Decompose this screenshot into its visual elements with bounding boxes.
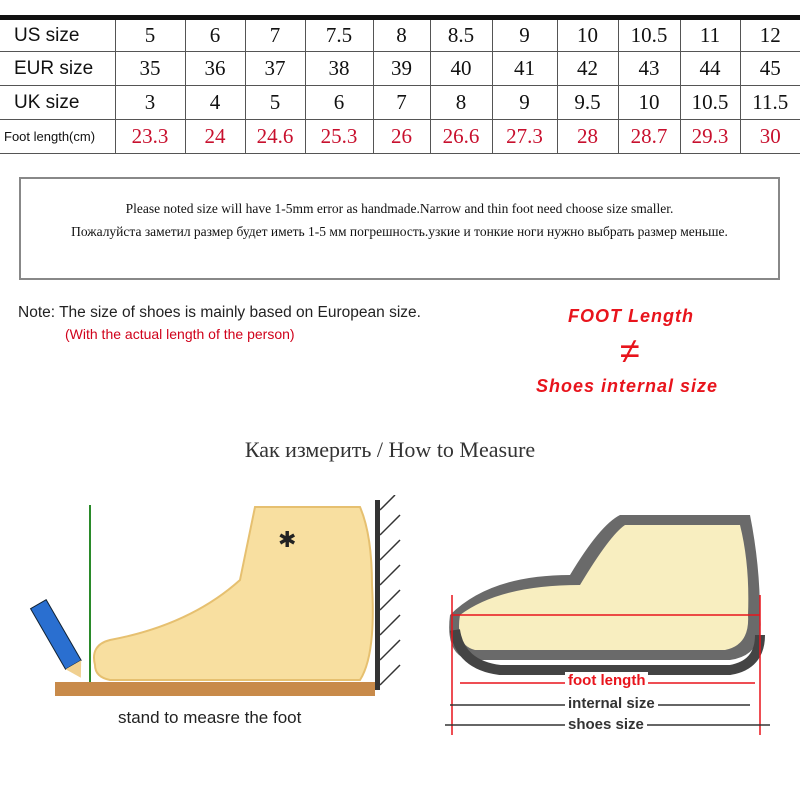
table-cell: 10: [556, 17, 619, 52]
table-cell: 5: [244, 85, 306, 120]
table-cell: 7: [244, 17, 306, 52]
table-cell: 44: [679, 51, 741, 86]
row-label: UK size: [0, 85, 116, 120]
table-cell: 6: [304, 85, 374, 120]
internal-size-label: internal size: [565, 695, 658, 712]
notice-english: Please noted size will have 1-5mm error …: [125, 201, 674, 216]
table-cell: 5: [114, 17, 186, 52]
table-cell: 8: [372, 17, 431, 52]
row-label: EUR size: [0, 51, 116, 86]
table-cell: 30: [739, 119, 800, 154]
table-cell: 24.6: [244, 119, 306, 154]
table-cell: 9: [491, 85, 558, 120]
table-cell: 11.5: [739, 85, 800, 120]
table-cell: 7.5: [304, 17, 374, 52]
table-cell: 12: [739, 17, 800, 52]
table-cell: 25.3: [304, 119, 374, 154]
table-cell: 8: [429, 85, 493, 120]
table-cell: 36: [184, 51, 246, 86]
table-cell: 43: [617, 51, 681, 86]
table-cell: 26.6: [429, 119, 493, 154]
table-cell: 9: [491, 17, 558, 52]
notice-russian: Пожалуйста заметил размер будет иметь 1-…: [71, 224, 728, 239]
table-cell: 35: [114, 51, 186, 86]
table-cell: 4: [184, 85, 246, 120]
note-text: Note: The size of shoes is mainly based …: [18, 304, 421, 321]
note-subtext: (With the actual length of the person): [65, 326, 295, 342]
table-cell: 37: [244, 51, 306, 86]
row-label: US size: [0, 17, 116, 52]
table-row: EUR size 35 36 37 38 39 40 41 42 43 44 45: [0, 51, 800, 86]
table-cell: 6: [184, 17, 246, 52]
table-cell: 10: [617, 85, 681, 120]
table-cell: 28.7: [617, 119, 681, 154]
table-cell: 3: [114, 85, 186, 120]
left-figure-caption: stand to measre the foot: [118, 708, 302, 727]
table-cell: 24: [184, 119, 246, 154]
table-cell: 40: [429, 51, 493, 86]
table-cell: 41: [491, 51, 558, 86]
table-cell: 11: [679, 17, 741, 52]
row-label: Foot length(cm): [0, 119, 116, 154]
table-row: US size 5 6 7 7.5 8 8.5 9 10 10.5 11 12: [0, 17, 800, 52]
table-cell: 45: [739, 51, 800, 86]
foot-measure-illustration: ✱: [29, 495, 401, 696]
table-cell: 10.5: [617, 17, 681, 52]
callout-shoes-internal: Shoes internal size: [536, 376, 719, 396]
shoes-size-label: shoes size: [565, 716, 647, 733]
table-cell: 39: [372, 51, 431, 86]
table-cell: 42: [556, 51, 619, 86]
table-cell: 28: [556, 119, 619, 154]
not-equal-icon: ≠: [620, 330, 640, 371]
table-cell: 7: [372, 85, 431, 120]
table-cell: 23.3: [114, 119, 186, 154]
table-cell: 29.3: [679, 119, 741, 154]
notice-box: Please noted size will have 1-5mm error …: [19, 177, 780, 280]
table-row: Foot length(cm) 23.3 24 24.6 25.3 26 26.6 27.3 2…: [0, 119, 800, 154]
table-cell: 10.5: [679, 85, 741, 120]
table-cell: 27.3: [491, 119, 558, 154]
table-cell: 8.5: [429, 17, 493, 52]
table-cell: 26: [372, 119, 431, 154]
foot-length-label: foot length: [565, 672, 649, 689]
size-chart-table: US size 5 6 7 7.5 8 8.5 9 10 10.5 11 12 EUR size 35 36…: [0, 15, 800, 154]
table-row: UK size 3 4 5 6 7 8 9 9.5 10 10.5 11.5: [0, 85, 800, 120]
table-cell: 9.5: [556, 85, 619, 120]
table-cell: 38: [304, 51, 374, 86]
svg-text:✱: ✱: [278, 527, 296, 552]
callout-foot-length: FOOT Length: [568, 306, 694, 326]
how-to-measure-title: Как измерить / How to Measure: [244, 437, 536, 462]
